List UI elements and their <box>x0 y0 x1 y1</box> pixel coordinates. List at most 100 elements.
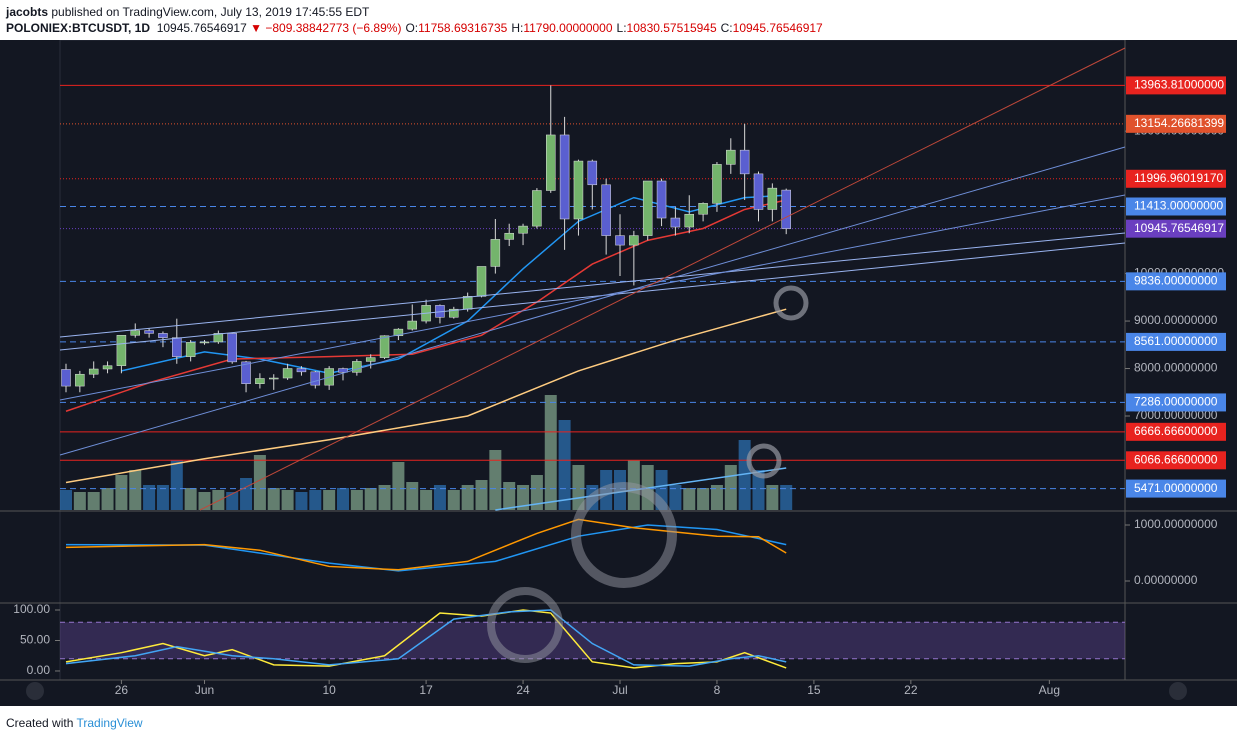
candle-body <box>310 371 321 386</box>
trend-lines <box>59 47 1126 511</box>
volume-bar <box>129 470 142 510</box>
level-tag <box>1126 393 1226 412</box>
candle-body <box>601 184 611 236</box>
volume-bar <box>323 490 336 510</box>
candle-body <box>767 187 778 210</box>
candle-body <box>269 377 279 380</box>
volume-bar <box>226 492 239 510</box>
volume-bar <box>60 490 72 510</box>
candle-body <box>213 333 224 343</box>
level-tag <box>1126 76 1226 95</box>
level-label: 11413.00000000 <box>1134 199 1224 213</box>
candle-body <box>656 180 667 219</box>
level-tag <box>1126 422 1226 441</box>
candle-body <box>476 266 487 297</box>
ohlc-label: C: <box>720 21 733 35</box>
brand: TradingView <box>76 716 143 730</box>
volume-bar <box>184 488 197 510</box>
candle-body <box>573 160 584 220</box>
corner-button[interactable] <box>1169 682 1187 700</box>
x-tick-label: 15 <box>807 683 821 697</box>
last-price: 10945.76546917 <box>156 21 247 35</box>
candle-body <box>172 337 182 357</box>
author: jacobts <box>6 5 49 19</box>
published: published on TradingView.com, July 13, 2… <box>51 5 370 19</box>
ring <box>746 443 782 479</box>
volume-bar <box>87 492 100 510</box>
candle-body <box>629 235 639 246</box>
level-label: 9836.00000000 <box>1134 274 1218 288</box>
level-tag <box>1126 479 1226 498</box>
candle-body <box>739 149 750 175</box>
candle-body <box>102 365 113 370</box>
annotations <box>487 285 809 663</box>
volume-bar <box>364 488 377 510</box>
volume-bar <box>447 490 460 510</box>
ohlc: O:11758.69316735 H:11790.00000000 L:10830.… <box>401 21 822 35</box>
level-label: 5471.00000000 <box>1134 481 1218 495</box>
ring <box>487 587 563 663</box>
y-tick-label: 50.00 <box>20 633 50 647</box>
level-tag <box>1126 197 1226 216</box>
y-tick-label: 9000.00000000 <box>1134 313 1218 327</box>
candle-body <box>199 341 210 344</box>
level-label: 8561.00000000 <box>1134 334 1218 348</box>
trend-line <box>59 232 1126 338</box>
candle-body <box>559 134 570 220</box>
candle-body <box>615 235 625 246</box>
volume-bar <box>156 485 169 510</box>
candle-body <box>504 232 514 240</box>
trend-line <box>59 194 1126 401</box>
plot-area <box>59 40 1126 681</box>
moving-average <box>65 199 787 412</box>
candle-body <box>449 308 459 318</box>
volume-bar <box>378 485 391 510</box>
volume-bar <box>433 485 446 510</box>
volume-bar <box>461 485 474 510</box>
x-tick-label: Aug <box>1039 683 1060 697</box>
volume-bar <box>267 488 280 510</box>
volume-bar <box>115 475 128 510</box>
candle-body <box>61 369 71 387</box>
symbol: POLONIEX:BTCUSDT, 1D <box>6 21 151 35</box>
level-tag <box>1126 114 1226 133</box>
candle-body <box>726 149 736 165</box>
volume-bar <box>337 488 349 510</box>
ring <box>773 285 809 321</box>
candle-body <box>684 213 694 228</box>
ohlc-value: 10945.76546917 <box>732 21 823 35</box>
volume-bar <box>517 485 530 510</box>
stoch-line <box>65 609 787 667</box>
candle-body <box>518 225 528 234</box>
candle-body <box>227 333 237 363</box>
x-tick-label: 22 <box>904 683 918 697</box>
volume-bar <box>143 485 156 510</box>
x-tick-label: 24 <box>516 683 530 697</box>
level-label: 13154.26681399 <box>1134 116 1224 130</box>
y-tick-label: 1000.00000000 <box>1134 517 1218 531</box>
corner-button[interactable] <box>26 682 44 700</box>
chart: 7000.00000000 8000.00000000 9000.00000000 1… <box>0 40 1237 706</box>
x-tick-label: 17 <box>419 683 433 697</box>
x-tick-label: 10 <box>322 683 336 697</box>
volume-bar <box>489 450 502 510</box>
trend-line <box>199 47 1126 511</box>
candle-body <box>75 373 85 387</box>
volume-bar <box>752 470 765 510</box>
ohlc-label: O: <box>405 21 419 35</box>
candle-body <box>365 357 376 362</box>
candle-body <box>338 368 348 373</box>
moving-average <box>65 308 787 484</box>
volume-bar <box>766 485 779 510</box>
footer-text: Created with <box>6 716 74 730</box>
level-tag <box>1126 332 1226 351</box>
macd-line <box>65 518 787 571</box>
volume-bar <box>544 395 557 510</box>
volume-bar <box>406 482 419 510</box>
candle-body <box>462 296 473 310</box>
footer: Created with TradingView <box>6 716 143 730</box>
candle-body <box>241 361 251 384</box>
candle-body <box>282 368 293 379</box>
volume-bar <box>170 460 183 510</box>
candle-body <box>407 320 417 330</box>
